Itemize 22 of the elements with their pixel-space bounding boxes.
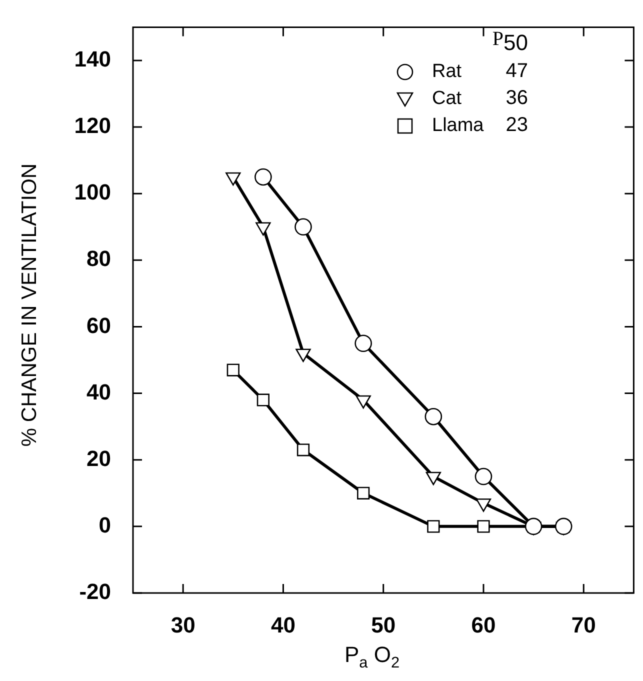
legend-label: Cat — [431, 88, 463, 110]
y-tick-label: -20 — [79, 579, 111, 604]
annotation: 36 — [504, 87, 528, 110]
x-tick-label: 40 — [270, 612, 296, 638]
y-tick-label: 100 — [74, 180, 111, 205]
y-axis-title: % CHANGE IN VENTILATION — [18, 163, 42, 447]
x-tick-label: 50 — [371, 612, 396, 638]
y-tick-label: 120 — [74, 113, 111, 138]
legend-label: Llama — [431, 114, 485, 136]
y-tick-label: 0 — [98, 512, 111, 538]
x-axis-title: P$_{a}$ O$_{2}$ — [344, 642, 400, 672]
x-tick-label: 60 — [471, 612, 496, 638]
y-tick-label: 140 — [74, 46, 111, 72]
y-tick-label: 40 — [86, 379, 111, 404]
legend-label: Rat — [431, 60, 463, 82]
y-tick-label: 60 — [86, 312, 111, 338]
x-tick-label: 70 — [571, 612, 596, 638]
annotation: 47 — [504, 60, 528, 83]
annotation: 23 — [504, 114, 528, 137]
y-tick-label: 20 — [86, 446, 111, 471]
x-tick-label: 30 — [170, 612, 196, 638]
y-tick-label: 80 — [86, 246, 111, 272]
